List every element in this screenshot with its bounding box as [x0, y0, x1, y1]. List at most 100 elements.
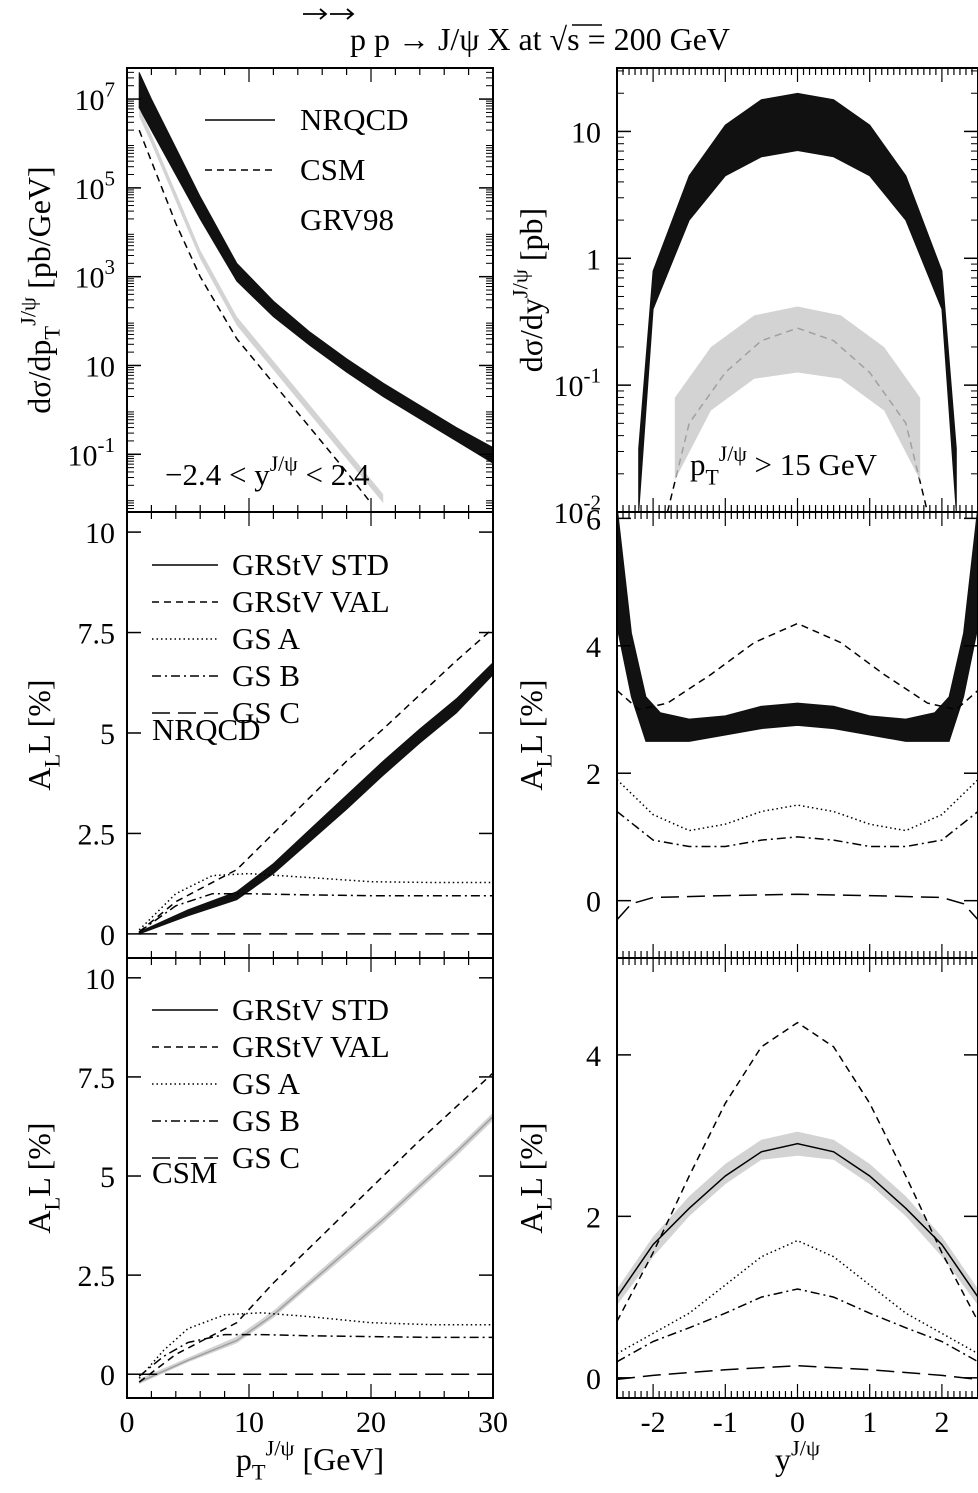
panel-all_pt_csm	[126, 957, 494, 1399]
series-grstv-val-line	[617, 1021, 978, 1322]
series-gs-a-line	[138, 1312, 493, 1379]
pt-cut-label: pT​J/ψ​ > 15 GeV	[690, 442, 878, 489]
model-label: CSM	[152, 1155, 217, 1190]
series-gs-c-line	[617, 893, 978, 921]
y-tick-label: 10	[85, 963, 115, 996]
panel-y_xsec	[616, 67, 978, 513]
plot-area	[638, 92, 957, 512]
y-tick-label: 10	[85, 350, 115, 383]
series-csm-band	[674, 306, 921, 481]
y-axis-label: dσ/dyJ/ψ​ [pb]	[508, 208, 549, 372]
panel-frame	[616, 957, 978, 1399]
y-tick-label: 2	[586, 1201, 601, 1234]
legend-label: GRStV VAL	[232, 584, 390, 619]
rapidity-cut-label: −2.4 < yJ/ψ​ < 2.4	[165, 452, 370, 492]
model-label: NRQCD	[152, 712, 261, 747]
plot-area	[138, 627, 493, 935]
y-axis-label: AL​L [%]	[21, 679, 65, 790]
y-tick-label: 103​	[75, 255, 116, 295]
y-tick-label: 4	[586, 1040, 601, 1073]
series-gs-b-line	[617, 810, 978, 848]
series-grstv-std-band	[138, 661, 493, 935]
y-axis-label: dσ/dpT​J/ψ​ [pb/GeV]	[16, 166, 65, 413]
plot-area	[617, 512, 978, 921]
y-tick-label: 10-1​	[68, 433, 116, 473]
y-tick-label: 10-2​	[554, 491, 602, 531]
x-tick-label: 1	[862, 1406, 877, 1439]
panel-all_pt_nrqcd	[126, 511, 494, 959]
x-tick-label: 10	[234, 1406, 264, 1439]
y-tick-label: 107​	[75, 78, 116, 118]
y-tick-label: 0	[586, 886, 601, 919]
x-tick-label: -2	[641, 1406, 666, 1439]
panel-all_y_nrqcd	[616, 511, 978, 959]
series-grstv-val-line	[138, 1072, 493, 1383]
legend-label: GS A	[232, 621, 301, 656]
series-nrqcd-band	[138, 72, 493, 464]
legend-label: NRQCD	[300, 102, 409, 137]
figure-title: p p → J/ψ X at √s = 200 GeV	[350, 21, 730, 57]
polarization-arrow	[303, 8, 328, 20]
y-axis-label: AL​L [%]	[513, 679, 557, 790]
y-tick-label: 2.5	[78, 1260, 116, 1293]
y-tick-label: 5	[100, 1161, 115, 1194]
legend-label: CSM	[300, 152, 365, 187]
y-tick-label: 2	[586, 758, 601, 791]
y-tick-label: 1	[586, 243, 601, 276]
legend-label: GS A	[232, 1066, 301, 1101]
plot-area	[138, 72, 493, 504]
y-tick-label: 7.5	[78, 1062, 116, 1095]
y-tick-label: 7.5	[78, 618, 116, 651]
x-tick-label: 30	[478, 1406, 508, 1439]
y-tick-label: 0	[586, 1363, 601, 1396]
y-tick-label: 105​	[75, 166, 116, 206]
legend-label: GRV98	[300, 202, 394, 237]
series-gs-a-line	[617, 779, 978, 832]
y-tick-label: 2.5	[78, 818, 116, 851]
x-tick-label: 20	[356, 1406, 386, 1439]
x-axis-label: pT​J/ψ​ [GeV]	[236, 1436, 384, 1485]
series-gs-c-line	[617, 1364, 978, 1381]
x-tick-label: 2	[934, 1406, 949, 1439]
y-tick-label: 10	[85, 517, 115, 550]
series-csm-line	[138, 129, 372, 504]
x-tick-label: 0	[790, 1406, 805, 1439]
legend-label: GS C	[232, 1140, 300, 1175]
series-nrqcd-band	[638, 92, 957, 512]
series-gs-a-line	[617, 1239, 978, 1355]
series-grstv-std-line	[617, 1142, 978, 1298]
series-gs-b-line	[138, 892, 493, 933]
y-tick-label: 0	[100, 1359, 115, 1392]
y-tick-label: 10	[571, 116, 601, 149]
series-grstv-std-band	[617, 1131, 978, 1306]
polarization-arrow	[330, 8, 355, 20]
panel-pt_xsec	[126, 67, 494, 513]
legend-label: GRStV STD	[232, 992, 389, 1027]
y-axis-label: AL​L [%]	[21, 1122, 65, 1233]
series-grstv-val-line	[138, 627, 493, 933]
series-grstv-std-band	[617, 512, 978, 742]
series-grstv-std-band	[139, 1112, 493, 1385]
panel-frame	[126, 957, 494, 1399]
series-gs-b-line	[617, 1288, 978, 1363]
plot-area	[138, 1072, 493, 1385]
legend-label: GS B	[232, 1103, 300, 1138]
series-gs-b-line	[138, 1333, 493, 1377]
y-tick-label: 10-1​	[554, 364, 602, 404]
y-tick-label: 0	[100, 919, 115, 952]
y-axis-label: AL​L [%]	[513, 1122, 557, 1233]
y-tick-label: 5	[100, 718, 115, 751]
legend-label: GS C	[232, 695, 300, 730]
legend-label: GS B	[232, 658, 300, 693]
x-tick-label: -1	[713, 1406, 738, 1439]
panel-all_y_csm	[616, 957, 978, 1399]
legend-label: GRStV STD	[232, 547, 389, 582]
x-tick-label: 0	[120, 1406, 135, 1439]
y-tick-label: 4	[586, 631, 601, 664]
x-axis-label: yJ/ψ​	[775, 1436, 820, 1477]
legend-label: GRStV VAL	[232, 1029, 390, 1064]
plot-area	[617, 1021, 978, 1381]
y-tick-label: 6	[586, 503, 601, 536]
